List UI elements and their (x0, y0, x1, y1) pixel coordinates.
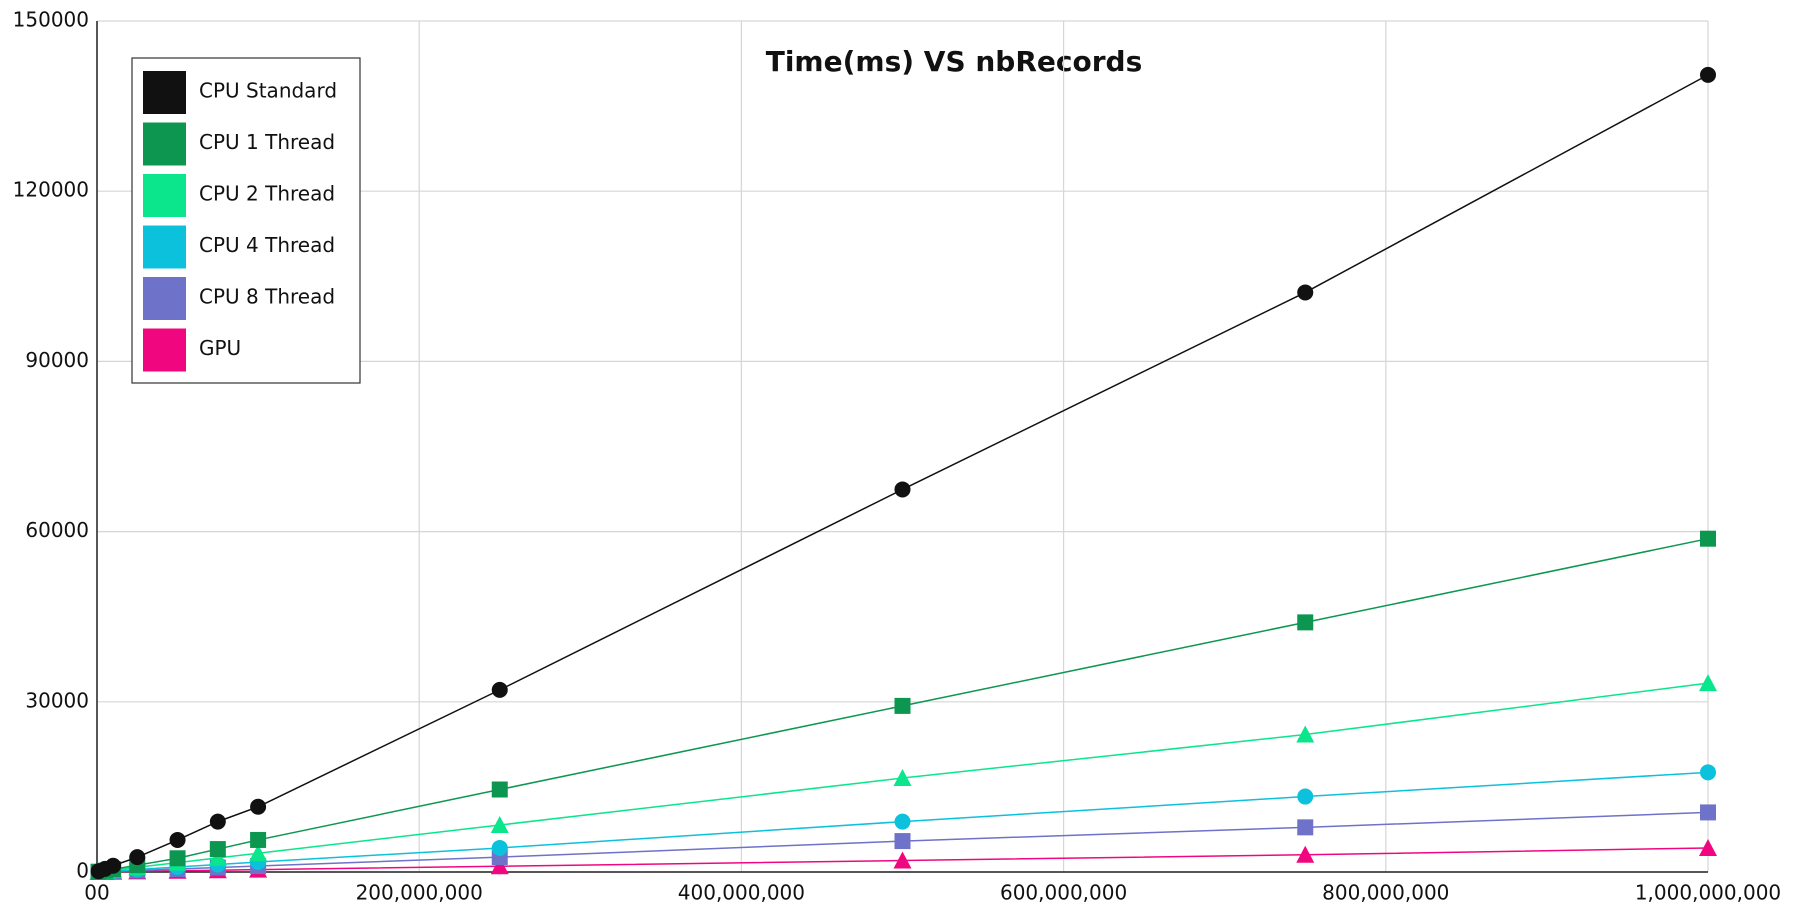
marker (1297, 284, 1314, 301)
grid (96, 20, 1709, 873)
marker (169, 850, 186, 867)
marker (169, 831, 186, 848)
marker (1700, 66, 1716, 83)
marker (1296, 845, 1315, 863)
marker (893, 769, 912, 787)
series (90, 66, 1716, 880)
y-tick-label: 90000 (25, 348, 89, 372)
x-tick-label: 1,000,000,000 (1635, 881, 1781, 905)
y-tick-label: 150000 (13, 8, 89, 32)
legend-swatch (143, 122, 186, 166)
marker (250, 831, 267, 848)
legend-label: GPU (199, 336, 241, 360)
y-tick-label: 120000 (13, 178, 89, 202)
x-tick-label: 600,000,000 (1000, 881, 1127, 905)
legend-swatch (143, 225, 186, 269)
legend-label: CPU Standard (199, 79, 337, 103)
marker (490, 816, 509, 834)
marker (250, 798, 267, 815)
marker (491, 839, 508, 856)
marker (894, 481, 911, 498)
legend-swatch (143, 328, 186, 372)
y-tick-label: 30000 (25, 688, 89, 712)
marker (490, 857, 509, 875)
legend-swatch (143, 277, 186, 320)
marker (1699, 838, 1717, 856)
marker (491, 681, 508, 698)
legend-label: CPU 4 Thread (199, 233, 335, 257)
x-tick-label: 800,000,000 (1322, 881, 1449, 905)
x-tick-label: 00 (84, 881, 109, 905)
legend-label: CPU 8 Thread (199, 285, 335, 309)
marker (208, 848, 227, 866)
x-tick-label: 400,000,000 (678, 881, 805, 905)
marker (209, 813, 226, 830)
chart-title: Time(ms) VS nbRecords (766, 45, 1143, 78)
marker (1297, 819, 1314, 836)
marker (1699, 674, 1717, 692)
marker (209, 841, 226, 858)
x-tick-label: 200,000,000 (356, 881, 483, 905)
marker (129, 849, 146, 866)
y-tick-label: 0 (76, 859, 89, 883)
legend-swatch (143, 174, 186, 217)
marker (894, 697, 911, 714)
marker (1297, 614, 1314, 631)
marker (105, 857, 122, 874)
marker (1700, 804, 1716, 821)
marker (1700, 530, 1716, 547)
legend-swatch (143, 71, 186, 114)
legend: CPU Standard CPU 1 Thread CPU 2 Thread CPU … (131, 57, 361, 384)
marker (249, 844, 268, 862)
legend-label: CPU 2 Thread (199, 182, 335, 206)
legend-label: CPU 1 Thread (199, 130, 335, 154)
marker (893, 851, 912, 869)
marker (1296, 725, 1315, 743)
marker (1700, 764, 1716, 781)
marker (1297, 788, 1314, 805)
y-tick-label: 60000 (25, 518, 89, 542)
marker (491, 781, 508, 798)
marker (894, 813, 911, 830)
marker (894, 833, 911, 850)
